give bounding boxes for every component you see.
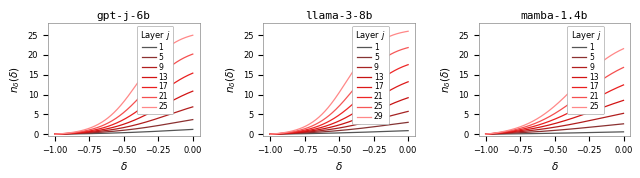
Title: mamba-1.4b: mamba-1.4b — [521, 11, 588, 21]
X-axis label: $\delta$: $\delta$ — [120, 160, 128, 172]
Title: llama-3-8b: llama-3-8b — [305, 11, 373, 21]
Y-axis label: $n_{\delta}(\delta)$: $n_{\delta}(\delta)$ — [8, 66, 22, 93]
Legend: 1, 5, 9, 13, 17, 21, 25: 1, 5, 9, 13, 17, 21, 25 — [568, 26, 604, 114]
Legend: 1, 5, 9, 13, 17, 21, 25, 29: 1, 5, 9, 13, 17, 21, 25, 29 — [352, 26, 388, 124]
Legend: 1, 5, 9, 13, 17, 21, 25: 1, 5, 9, 13, 17, 21, 25 — [137, 26, 173, 114]
X-axis label: $\delta$: $\delta$ — [550, 160, 559, 172]
Y-axis label: $n_{\delta}(\delta)$: $n_{\delta}(\delta)$ — [224, 66, 237, 93]
Y-axis label: $n_{\delta}(\delta)$: $n_{\delta}(\delta)$ — [439, 66, 453, 93]
Title: gpt-j-6b: gpt-j-6b — [97, 11, 151, 21]
X-axis label: $\delta$: $\delta$ — [335, 160, 343, 172]
